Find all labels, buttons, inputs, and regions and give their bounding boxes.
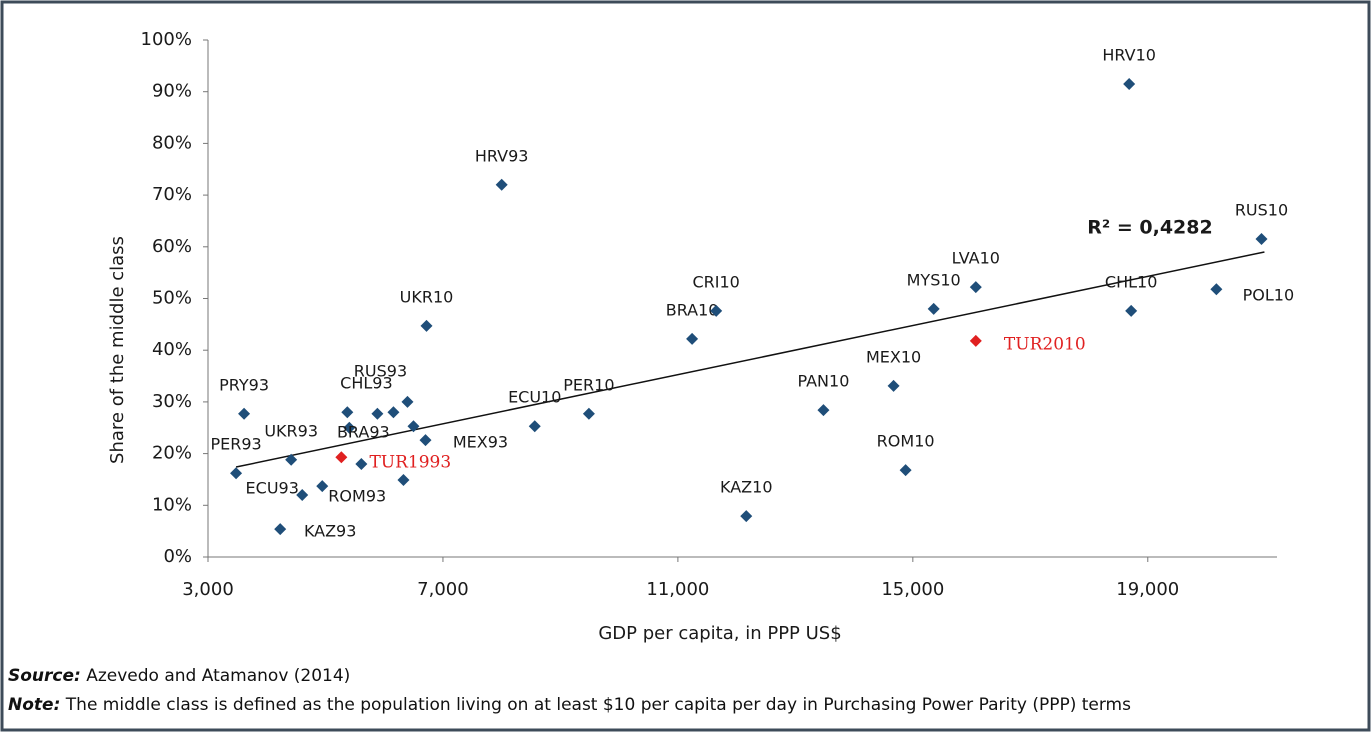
point (230, 467, 243, 480)
y-tick-label: 0% (163, 546, 192, 567)
point-label: TUR1993 (369, 453, 451, 473)
trendline (235, 251, 1265, 468)
point (686, 332, 699, 345)
point (387, 406, 400, 419)
point (969, 281, 982, 294)
x-tick-label: 7,000 (417, 579, 469, 600)
source-label: Source: (8, 666, 81, 686)
point (419, 434, 432, 447)
point-label: KAZ93 (304, 522, 356, 541)
x-tick-label: 19,000 (1116, 579, 1179, 600)
point-label: MEX10 (866, 347, 921, 366)
x-tick-label: 15,000 (881, 579, 944, 600)
point-label: BRA93 (337, 422, 390, 441)
point (1210, 283, 1223, 296)
point-label: MEX93 (453, 433, 508, 452)
point (582, 407, 595, 420)
point (401, 395, 414, 408)
point-label: PER10 (563, 375, 614, 394)
point (495, 178, 508, 191)
point-label: KAZ10 (720, 478, 772, 497)
point-label: RUS93 (354, 361, 407, 380)
point (355, 457, 368, 470)
point-label: ECU10 (508, 388, 561, 407)
point-label: ECU93 (246, 478, 299, 497)
point (1255, 233, 1268, 246)
point (528, 420, 541, 433)
point (899, 464, 912, 477)
y-tick-label: 80% (152, 132, 192, 153)
x-tick-label: 3,000 (182, 579, 234, 600)
point (710, 304, 723, 317)
r-squared: R² = 0,4282 (1087, 217, 1212, 239)
point-label: RUS10 (1235, 201, 1288, 220)
point (316, 480, 329, 493)
x-axis-label: GDP per capita, in PPP US$ (598, 623, 841, 644)
point (817, 404, 830, 417)
point (238, 407, 251, 420)
y-tick-label: 10% (152, 494, 192, 515)
point-label: HRV10 (1102, 45, 1156, 64)
point-label: CRI10 (692, 272, 739, 291)
point-label: HRV93 (475, 146, 529, 165)
point-label: ROM10 (877, 432, 935, 451)
point (341, 406, 354, 419)
point-label: CHL10 (1105, 272, 1157, 291)
point-label: ROM93 (328, 487, 386, 506)
y-tick-label: 40% (152, 339, 192, 360)
point-label: POL10 (1243, 286, 1295, 305)
point-label: LVA10 (952, 249, 1000, 268)
point (1123, 77, 1136, 90)
point-label: BRA10 (666, 300, 719, 319)
note: Note: The middle class is defined as the… (8, 695, 1131, 715)
point (397, 473, 410, 486)
y-tick-label: 50% (152, 288, 192, 309)
point (296, 488, 309, 501)
point (887, 379, 900, 392)
point-label: PRY93 (219, 375, 269, 394)
point (740, 510, 753, 523)
y-tick-label: 70% (152, 184, 192, 205)
y-tick-label: 90% (152, 81, 192, 102)
y-tick-label: 20% (152, 443, 192, 464)
point-label: UKR10 (400, 287, 454, 306)
point-label: PER93 (210, 435, 261, 454)
point (407, 420, 420, 433)
point (420, 319, 433, 332)
point-label: UKR93 (264, 421, 318, 440)
point (335, 451, 348, 464)
x-tick-label: 11,000 (646, 579, 709, 600)
source: Source: Azevedo and Atamanov (2014) (8, 666, 350, 686)
point (285, 453, 298, 466)
point (343, 421, 356, 434)
y-tick-label: 100% (141, 29, 192, 50)
y-tick-label: 60% (152, 236, 192, 257)
y-axis-label: Share of the middle class (107, 236, 128, 464)
point (274, 523, 287, 536)
point (969, 334, 982, 347)
y-tick-label: 30% (152, 391, 192, 412)
source-text: Azevedo and Atamanov (2014) (86, 666, 351, 686)
point-label: CHL93 (340, 373, 392, 392)
note-text: The middle class is defined as the popul… (65, 695, 1131, 715)
point (1125, 304, 1138, 317)
point-label: PAN10 (797, 372, 849, 391)
point (371, 407, 384, 420)
point-label: TUR2010 (1004, 334, 1086, 354)
note-label: Note: (8, 695, 61, 715)
point (927, 302, 940, 315)
point-label: MYS10 (907, 270, 961, 289)
